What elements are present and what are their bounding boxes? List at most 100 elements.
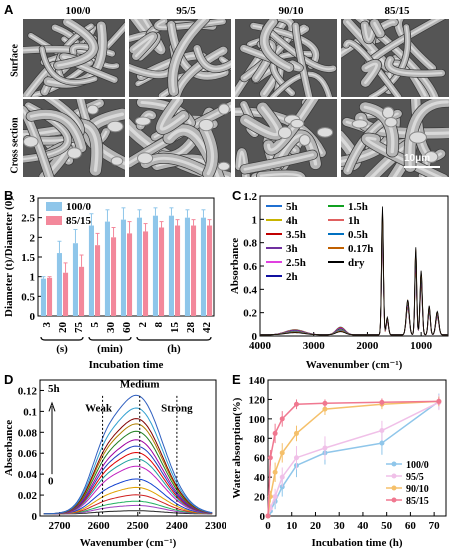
chart-b-ytick-label: 1	[30, 272, 36, 284]
chart-d-ytick-label: 0.12	[18, 385, 38, 397]
chart-d-absorbance-zoom: 0 0.02 0.04 0.06 0.08 0.1 0.12 2700 2600 2500 2400…	[3, 378, 226, 549]
chart-b-legend-swatch	[46, 216, 62, 225]
chart-e-legend-label: 85/15	[406, 496, 429, 507]
sem-fiber-cross-section	[67, 147, 82, 160]
chart-b-group-label: (h)	[167, 343, 181, 355]
panel-c-letter: C	[232, 188, 242, 203]
chart-b-xlabel: Incubation time	[89, 359, 164, 371]
chart-e-xtick-label: 0	[265, 520, 271, 532]
chart-c-xtick-label: 2000	[356, 340, 379, 352]
chart-b-group-bracket	[136, 336, 212, 341]
chart-b-ytick-label: 2.5	[21, 213, 35, 225]
chart-b-bar	[168, 215, 174, 316]
chart-e-point	[279, 416, 285, 422]
chart-c-xtick-label: 3000	[303, 340, 326, 352]
chart-e-point	[293, 430, 299, 436]
panel-b-letter: B	[4, 188, 14, 203]
chart-b-ytick-label: 2	[30, 232, 36, 244]
chart-b-bar	[152, 215, 158, 316]
chart-e-point	[322, 406, 328, 412]
sem-fiber-highlight	[370, 25, 409, 97]
chart-b-group-bracket	[88, 336, 132, 341]
sem-fiber-highlight	[41, 47, 96, 84]
chart-b-ytick-label: 1.5	[21, 252, 35, 264]
chart-e-point	[272, 469, 278, 475]
chart-b-bar	[111, 237, 117, 316]
chart-e-point	[379, 428, 385, 434]
chart-c-legend-label: 2h	[286, 271, 298, 283]
sem-fiber-highlight	[365, 136, 443, 177]
chart-b-xtick-label: 2	[137, 322, 149, 328]
chart-b-diameter-ratio: 00.511.522.533 20 75 5 30 60 2 8 15 28 42(s) (min)(…	[3, 193, 215, 371]
chart-b-bar	[95, 245, 101, 316]
chart-c-ytick-label: 0	[252, 331, 258, 343]
chart-e-xtick-label: 40	[357, 520, 369, 532]
chart-c-ytick-label: 0.8	[243, 238, 257, 250]
chart-d-ytick-label: 0.08	[18, 427, 38, 439]
sem-fiber-cross-section	[384, 116, 398, 128]
chart-b-bar	[104, 221, 110, 316]
chart-e-legend-marker	[391, 473, 397, 479]
chart-e-ylabel: Water absorption(%)	[231, 397, 243, 498]
sem-col-label-4: 85/15	[384, 5, 410, 17]
chart-e-water-absorption: 0 20 40 60 80 100 120 140 0 10 20 30 40 50 60 70 100/095…	[231, 375, 447, 549]
sem-fiber-highlight	[243, 153, 314, 171]
chart-b-bar	[120, 219, 126, 316]
chart-d-ytick-label: 0.1	[23, 406, 37, 418]
chart-b-xtick-label: 60	[121, 322, 133, 334]
sem-fiber-cross-section	[408, 131, 428, 144]
chart-b-bar	[63, 272, 69, 316]
chart-e-legend-marker	[391, 485, 397, 491]
chart-e-ytick-label: 40	[254, 472, 266, 484]
chart-e-point	[322, 445, 328, 451]
chart-b-bar	[143, 231, 149, 316]
chart-c-xlabel: Wavenumber (cm⁻¹)	[306, 359, 403, 371]
chart-d-xlabel: Wavenumber (cm⁻¹)	[80, 537, 177, 549]
sem-cross-section-image-3	[234, 98, 338, 178]
chart-c-ftir-spectra: 0 0.2 0.4 0.6 0.8 1 1.2 4000 3000 2000 1000 5h 4h 3.5…	[229, 191, 449, 371]
chart-d-xtick-label: 2500	[127, 520, 150, 532]
chart-e-ytick-label: 20	[254, 492, 266, 504]
chart-e-ytick-label: 0	[260, 511, 266, 523]
chart-e-series-line	[267, 400, 439, 517]
chart-b-xtick-label: 42	[201, 322, 213, 334]
chart-d-ytick-label: 0.04	[18, 469, 38, 481]
sem-fiber-highlight	[203, 127, 215, 176]
chart-b-xtick-label: 3	[41, 322, 53, 328]
chart-e-point	[265, 513, 271, 519]
chart-b-bar	[88, 225, 94, 316]
chart-d-ytick-label: 0.02	[18, 490, 38, 502]
sem-surface-image-1	[22, 18, 126, 98]
chart-e-point	[279, 484, 285, 490]
sem-fiber-cross-section	[217, 161, 231, 171]
chart-d-series-line	[43, 465, 213, 515]
sem-fiber-highlight	[267, 99, 315, 152]
sem-fiber-cross-section	[277, 126, 293, 139]
sem-fiber-cross-section	[198, 118, 214, 132]
chart-e-xlabel: Incubation time (h)	[311, 537, 402, 549]
chart-b-xtick-label: 15	[169, 322, 181, 334]
chart-c-ytick-label: 0.6	[243, 261, 257, 273]
sem-fiber-highlight	[408, 100, 449, 169]
sem-fiber-highlight	[294, 24, 311, 97]
chart-e-point	[379, 399, 385, 405]
chart-e-ytick-label: 120	[249, 394, 266, 406]
chart-c-ytick-label: 0.2	[243, 308, 257, 320]
chart-b-xtick-label: 5	[89, 322, 101, 328]
sem-fiber-cross-section	[86, 104, 99, 115]
chart-c-xtick-label: 1000	[410, 340, 433, 352]
chart-e-xtick-label: 20	[310, 520, 322, 532]
chart-b-ytick-label: 3	[30, 193, 36, 205]
chart-e-series-line	[267, 400, 439, 517]
chart-e-point	[293, 401, 299, 407]
chart-b-bar	[184, 217, 190, 316]
sem-fiber-cross-section	[381, 106, 395, 119]
chart-c-legend-label: 4h	[286, 215, 298, 227]
chart-e-ytick-label: 140	[249, 375, 266, 387]
chart-b-ylabel: Diameter (t)/Diameter (0)	[3, 197, 15, 317]
sem-fiber-highlight	[196, 47, 231, 70]
chart-e-point	[279, 450, 285, 456]
chart-e-legend-label: 100/0	[406, 460, 429, 471]
sem-fiber-cross-section	[218, 103, 230, 115]
chart-b-ytick-label: 0	[30, 311, 36, 323]
